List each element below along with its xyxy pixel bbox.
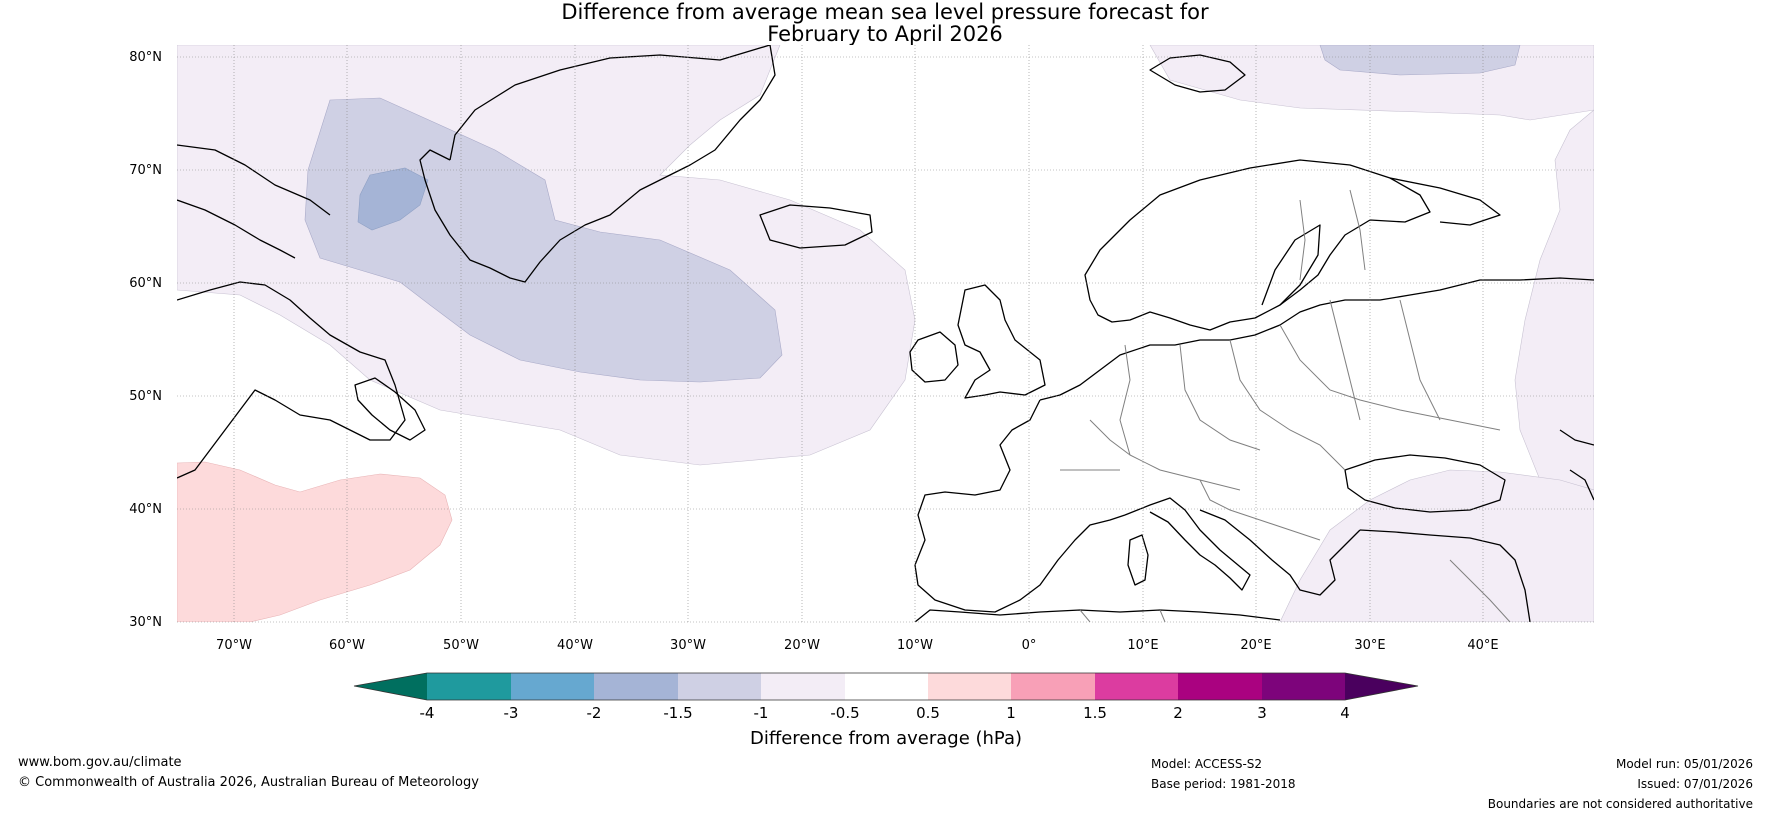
lon-label-50w: 50°W xyxy=(443,638,479,653)
website-link[interactable]: www.bom.gov.au/climate xyxy=(18,755,182,770)
lat-label-70n: 70°N xyxy=(129,163,162,178)
coastline-kola xyxy=(1389,177,1501,226)
coastline-sardinia-corsica xyxy=(1127,534,1149,586)
coastline-baffin-island xyxy=(177,144,331,259)
lon-label-30e: 30°E xyxy=(1354,638,1385,653)
lon-label-30w: 30°W xyxy=(670,638,706,653)
model-run-date: Model run: 05/01/2026 xyxy=(1615,757,1753,771)
national-borders xyxy=(1060,189,1511,622)
coastline-scandinavia xyxy=(1084,159,1431,331)
lon-label-0: 0° xyxy=(1022,638,1037,653)
lon-label-40w: 40°W xyxy=(557,638,593,653)
colorbar: -4 -3 -2 -1.5 -1 -0.5 0.5 1 1.5 2 3 4 Di… xyxy=(353,672,1419,749)
coastline-great-britain xyxy=(957,284,1046,399)
colorbar-tick: -2 xyxy=(587,704,602,722)
coastline-turkey xyxy=(1359,529,1531,622)
colorbar-tick: 2 xyxy=(1173,704,1183,722)
colorbar-tick: 0.5 xyxy=(916,704,940,722)
anomaly-region-n1-n05-southeast xyxy=(1279,469,1594,622)
coastline-ireland xyxy=(909,331,959,383)
colorbar-tick: 1.5 xyxy=(1083,704,1107,722)
lat-label-40n: 40°N xyxy=(129,502,162,517)
colorbar-tick: -1 xyxy=(754,704,769,722)
colorbar-extend-high xyxy=(1345,673,1418,700)
colorbar-bin-p2-p3 xyxy=(1178,673,1262,700)
coastline-newfoundland xyxy=(354,377,426,441)
colorbar-tick: -3 xyxy=(504,704,519,722)
lon-label-40e: 40°E xyxy=(1467,638,1498,653)
lon-label-10w: 10°W xyxy=(897,638,933,653)
colorbar-tick: -4 xyxy=(420,704,435,722)
lon-label-70w: 70°W xyxy=(216,638,252,653)
map-title-line-2: February to April 2026 xyxy=(767,22,1003,46)
colorbar-tick: -1.5 xyxy=(663,704,692,722)
colorbar-tick: 3 xyxy=(1257,704,1267,722)
colorbar-label: Difference from average (hPa) xyxy=(750,728,1022,749)
coastlines xyxy=(177,45,1594,622)
colorbar-tick: 4 xyxy=(1340,704,1350,722)
coastline-greenland xyxy=(419,45,776,283)
colorbar-bin-n1-n05 xyxy=(761,673,845,700)
colorbar-outline xyxy=(353,672,1419,701)
anomaly-region-n2-n15-greenland xyxy=(357,167,429,231)
lat-label-30n: 30°N xyxy=(129,615,162,630)
coastline-caspian xyxy=(1559,429,1594,501)
anomaly-region-n15-n1-arctic xyxy=(1319,45,1521,76)
anomaly-region-p05-p1-southwest xyxy=(177,461,453,622)
copyright-text: © Commonwealth of Australia 2026, Austra… xyxy=(18,775,479,790)
graticule xyxy=(177,45,1594,623)
model-name: Model: ACCESS-S2 xyxy=(1151,757,1263,771)
map-title-line-1: Difference from average mean sea level p… xyxy=(561,0,1209,24)
base-period: Base period: 1981-2018 xyxy=(1151,777,1296,791)
colorbar-tick: 1 xyxy=(1006,704,1016,722)
colorbar-tick: -0.5 xyxy=(830,704,859,722)
lat-label-50n: 50°N xyxy=(129,389,162,404)
colorbar-bin-p05-p1 xyxy=(928,673,1011,700)
colorbar-bin-n15-n1 xyxy=(678,673,761,700)
lat-label-80n: 80°N xyxy=(129,50,162,65)
colorbar-bin-n2-n15 xyxy=(594,673,678,700)
issued-date: Issued: 07/01/2026 xyxy=(1637,777,1753,791)
colorbar-bin-p1-p15 xyxy=(1011,673,1095,700)
colorbar-bin-n4-n3 xyxy=(427,673,511,700)
coastline-labrador xyxy=(177,281,406,479)
colorbar-bin-p15-p2 xyxy=(1095,673,1178,700)
coastline-italy xyxy=(1124,497,1251,591)
colorbar-bin-n05-05 xyxy=(845,673,928,700)
colorbar-ticks: -4 -3 -2 -1.5 -1 -0.5 0.5 1 1.5 2 3 4 xyxy=(420,704,1350,722)
lat-label-60n: 60°N xyxy=(129,276,162,291)
latitude-labels: 80°N 70°N 60°N 50°N 40°N 30°N xyxy=(129,50,162,630)
lon-label-20w: 20°W xyxy=(784,638,820,653)
lon-label-20e: 20°E xyxy=(1240,638,1271,653)
lon-label-10e: 10°E xyxy=(1127,638,1158,653)
lon-label-60w: 60°W xyxy=(329,638,365,653)
colorbar-extend-low xyxy=(354,673,427,700)
coastline-balkans-greece xyxy=(1199,509,1361,596)
coastline-iceland xyxy=(759,204,873,249)
boundaries-disclaimer: Boundaries are not considered authoritat… xyxy=(1487,797,1753,811)
longitude-labels: 70°W 60°W 50°W 40°W 30°W 20°W 10°W 0° 10… xyxy=(216,638,1499,653)
colorbar-bin-n3-n2 xyxy=(511,673,594,700)
colorbar-bin-p3-p4 xyxy=(1262,673,1345,700)
anomaly-field xyxy=(177,45,1594,622)
anomaly-region-n15-n1-atlantic xyxy=(304,97,783,383)
coastline-black-sea xyxy=(1344,454,1506,513)
coastline-gulf-of-bothnia xyxy=(1261,224,1321,306)
